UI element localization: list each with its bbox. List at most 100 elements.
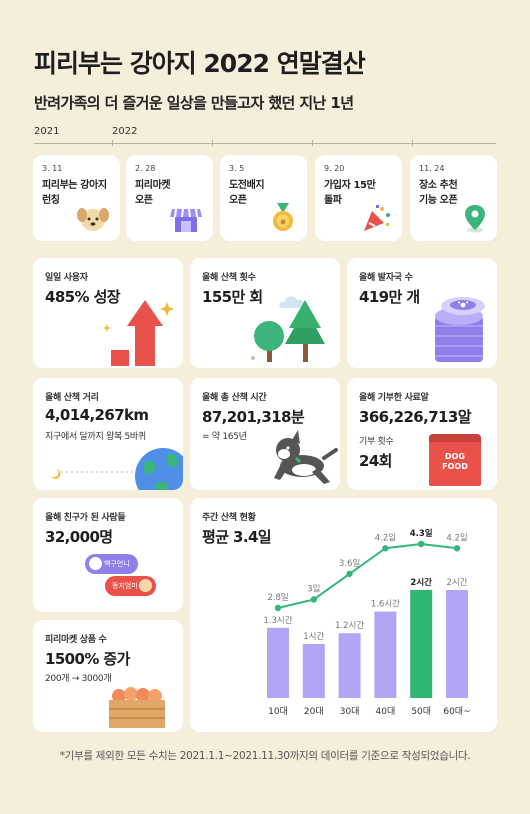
event-card-badge[interactable]: 3. 5 도전배지 오픈 bbox=[220, 155, 307, 241]
donation-count-value: 24회 bbox=[359, 452, 392, 470]
timeline-line bbox=[34, 143, 496, 144]
running-dog-icon bbox=[274, 430, 338, 484]
timeline-tick bbox=[312, 140, 313, 146]
bag-text: DOG bbox=[444, 452, 465, 461]
chart-bar bbox=[446, 590, 468, 698]
card-weekly-walk: 주간 산책 현황 평균 3.4일 1.3시간 10대 1시간 20대 1.2시간 30대 1… bbox=[190, 498, 497, 732]
card-friends: 올해 친구가 된 사람들 32,000명 백구언니 똥지엄마 bbox=[33, 498, 183, 612]
apple-crate-icon bbox=[109, 687, 165, 728]
party-popper-icon bbox=[364, 205, 390, 231]
event-card-members[interactable]: 9. 20 가입자 15만 돌파 bbox=[315, 155, 402, 241]
stat-label: 올해 기부한 사료알 bbox=[359, 393, 429, 403]
friend-name: 똥지엄마 bbox=[112, 582, 138, 590]
stat-label: 올해 총 산책 시간 bbox=[202, 393, 267, 403]
x-tick-label: 50대 bbox=[411, 706, 431, 717]
stat-value: 485% 성장 bbox=[45, 288, 121, 306]
stat-value: 32,000명 bbox=[45, 528, 113, 546]
medal-icon bbox=[273, 203, 293, 231]
chart-point bbox=[310, 596, 317, 603]
event-card-place[interactable]: 11. 24 장소 추천 기능 오픈 bbox=[410, 155, 497, 241]
stat-value: 평균 3.4일 bbox=[202, 528, 272, 546]
moon-earth-icon bbox=[51, 448, 183, 490]
weekly-chart: 1.3시간 10대 1시간 20대 1.2시간 30대 1.6시간 40대 2시간 50대 2시간 6… bbox=[263, 528, 470, 717]
timeline-year-2022: 2022 bbox=[112, 126, 138, 137]
page-title: 피리부는 강아지 2022 연말결산 bbox=[34, 49, 366, 78]
x-tick-label: 60대~ bbox=[443, 706, 470, 717]
stat-value: 366,226,713알 bbox=[359, 408, 472, 426]
coin-stack-icon bbox=[435, 297, 485, 362]
friend-bubble: 백구언니 bbox=[85, 554, 138, 574]
chart-point bbox=[346, 570, 353, 578]
footnote: *기부를 제외한 모든 수치는 2021.1.1~2021.11.30까지의 데… bbox=[59, 750, 471, 762]
event-title: 장소 추천 기능 오픈 bbox=[419, 180, 458, 206]
point-value-label: 3.6일 bbox=[339, 559, 360, 569]
bar-value-label: 1.6시간 bbox=[371, 599, 400, 610]
event-card-market[interactable]: 2. 28 피리마켓 오픈 bbox=[126, 155, 213, 241]
dog-face-icon bbox=[77, 208, 109, 231]
timeline-year-2021: 2021 bbox=[34, 126, 60, 137]
chart-point bbox=[453, 545, 461, 552]
stat-value: 1500% 증가 bbox=[45, 650, 130, 668]
timeline-tick bbox=[212, 140, 213, 146]
stat-label: 올해 발자국 수 bbox=[359, 273, 413, 283]
event-date: 9. 20 bbox=[324, 164, 345, 173]
point-value-label: 4.3일 bbox=[410, 528, 433, 539]
map-pin-icon bbox=[465, 205, 485, 233]
chart-line bbox=[277, 542, 458, 609]
donation-count-label: 기부 횟수 bbox=[359, 437, 394, 447]
stat-sub: 200개 → 3000개 bbox=[45, 674, 112, 684]
chart-bar bbox=[302, 644, 325, 698]
event-date: 3. 11 bbox=[42, 164, 63, 173]
card-walk-count: 올해 산책 횟수 155만 회 bbox=[190, 258, 340, 368]
event-title: 도전배지 오픈 bbox=[229, 180, 265, 206]
timeline-tick bbox=[412, 140, 413, 146]
event-title: 피리마켓 오픈 bbox=[135, 180, 171, 206]
friend-name: 백구언니 bbox=[104, 560, 130, 568]
point-value-label: 2.8일 bbox=[267, 593, 288, 603]
point-value-label: 3일 bbox=[307, 584, 320, 594]
card-walk-time: 올해 총 산책 시간 87,201,318분 = 약 165년 bbox=[190, 378, 340, 490]
stat-sub: 지구에서 달까지 왕복 5바퀴 bbox=[45, 432, 146, 442]
dog-food-bag-icon: DOG FOOD bbox=[429, 434, 481, 486]
event-card-launch[interactable]: 3. 11 피리부는 강아지 런칭 bbox=[33, 155, 120, 241]
bar-value-label: 1.2시간 bbox=[335, 620, 364, 631]
event-date: 11. 24 bbox=[419, 164, 445, 173]
chart-bar bbox=[267, 627, 289, 698]
bag-text: FOOD bbox=[442, 462, 468, 471]
stat-sub: = 약 165년 bbox=[202, 432, 247, 442]
friend-bubble: 똥지엄마 bbox=[105, 576, 156, 596]
x-tick-label: 40대 bbox=[376, 706, 396, 717]
timeline-tick bbox=[112, 140, 113, 146]
x-tick-label: 10대 bbox=[268, 706, 288, 717]
page-subtitle: 반려가족의 더 즐거운 일상을 만들고자 했던 지난 1년 bbox=[34, 94, 354, 112]
chart-bar bbox=[374, 611, 397, 698]
chart-bar bbox=[338, 633, 361, 698]
stat-value: 4,014,267km bbox=[45, 406, 149, 424]
timeline: 2021 2022 bbox=[34, 126, 496, 146]
stat-label: 올해 친구가 된 사람들 bbox=[45, 513, 126, 523]
shop-icon bbox=[170, 208, 202, 232]
bar-value-label: 2시간 bbox=[410, 577, 432, 588]
friend-avatar-icon bbox=[89, 557, 102, 570]
card-daily-users: 일일 사용자 485% 성장 bbox=[33, 258, 183, 368]
event-date: 2. 28 bbox=[135, 164, 156, 173]
event-title: 피리부는 강아지 런칭 bbox=[42, 180, 107, 206]
chart-point bbox=[382, 545, 389, 552]
x-tick-label: 30대 bbox=[340, 706, 360, 717]
bar-value-label: 1시간 bbox=[303, 631, 324, 642]
friend-avatar-icon bbox=[138, 579, 152, 592]
chart-bar bbox=[410, 590, 433, 698]
point-value-label: 4.2일 bbox=[375, 533, 396, 543]
stat-value: 419만 개 bbox=[359, 288, 420, 306]
card-market-items: 피리마켓 상품 수 1500% 증가 200개 → 3000개 bbox=[33, 620, 183, 732]
event-title: 가입자 15만 돌파 bbox=[324, 180, 376, 206]
event-date: 3. 5 bbox=[229, 164, 245, 173]
bar-value-label: 2시간 bbox=[446, 577, 467, 588]
chart-point bbox=[274, 604, 282, 612]
stat-label: 올해 산책 횟수 bbox=[202, 273, 256, 283]
card-footprints: 올해 발자국 수 419만 개 bbox=[347, 258, 497, 368]
trees-icon bbox=[251, 296, 325, 362]
stat-label: 피리마켓 상품 수 bbox=[45, 635, 107, 645]
stat-value: 155만 회 bbox=[202, 288, 263, 306]
bar-value-label: 1.3시간 bbox=[263, 615, 292, 626]
